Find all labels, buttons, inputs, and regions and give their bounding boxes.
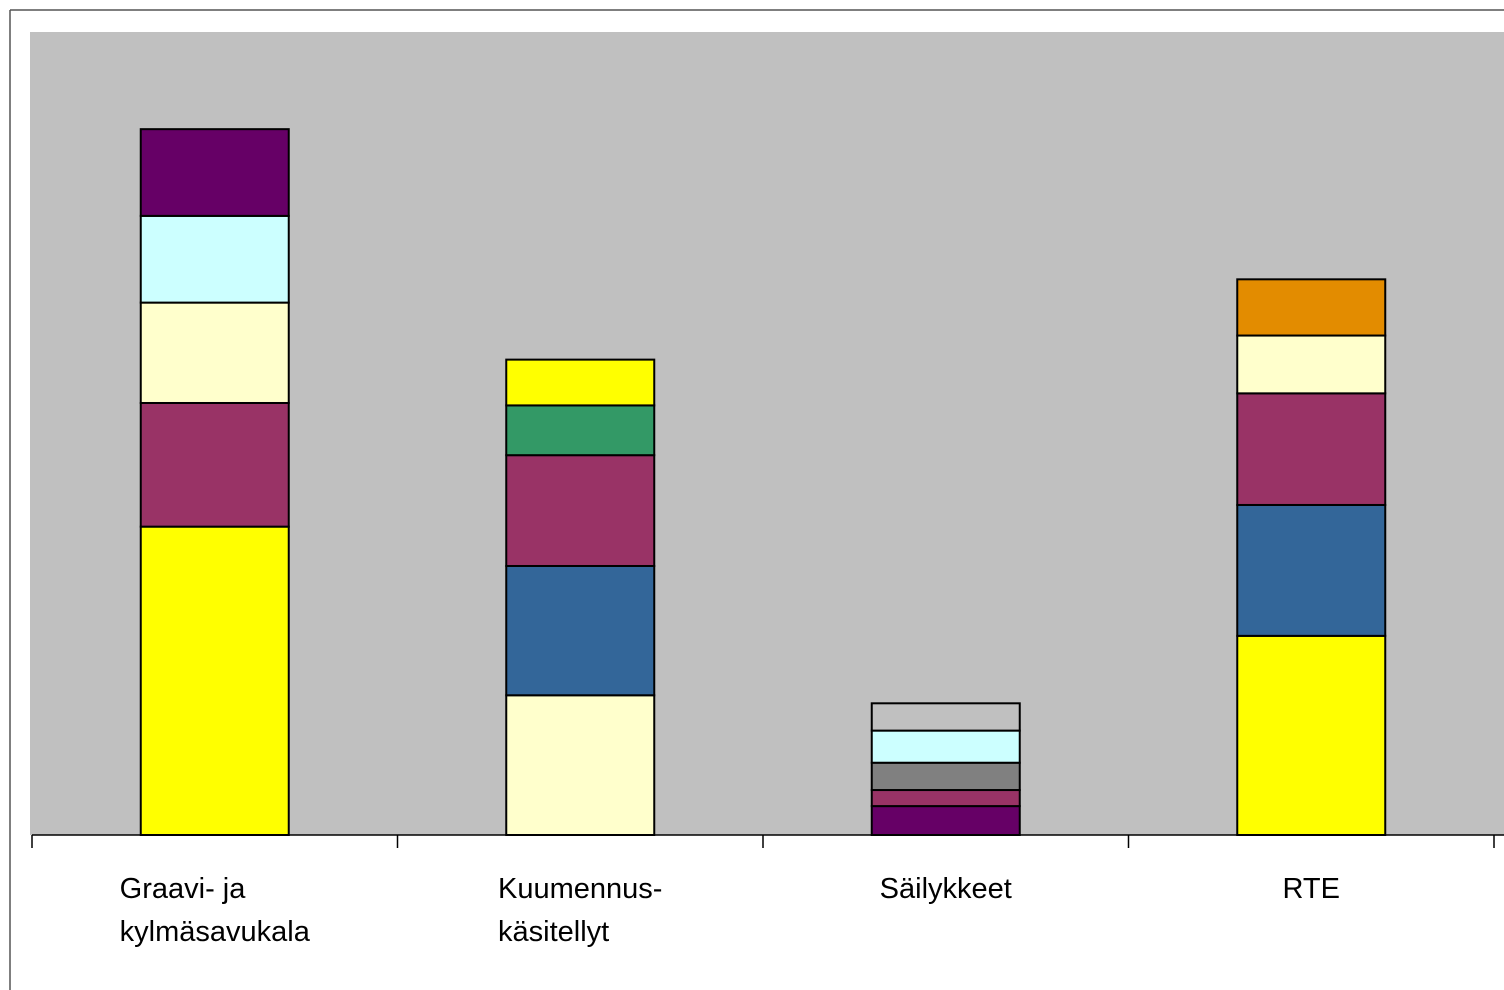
bar-segment — [505, 404, 656, 457]
bar-segment — [139, 128, 290, 217]
bar-segment — [870, 761, 1021, 792]
x-tick-label: Kuumennus- käsitellyt — [498, 873, 663, 948]
bar-segment — [139, 301, 290, 404]
bar-segment — [139, 214, 290, 304]
bar-segment — [1236, 334, 1387, 395]
bar-segment — [870, 729, 1021, 764]
bar-segment — [870, 789, 1021, 808]
x-tick-label: Graavi- ja kylmäsavukala — [119, 873, 310, 948]
bar-segment — [1236, 503, 1387, 637]
bar-segment — [139, 525, 290, 836]
bar-segment — [139, 401, 290, 528]
bar-segment — [870, 805, 1021, 836]
bar-segment — [505, 454, 656, 567]
bar-segment — [505, 564, 656, 697]
bar-segment — [1236, 278, 1387, 337]
bar-segment — [505, 694, 656, 837]
bar-segment — [870, 702, 1021, 732]
bar-segment — [1236, 392, 1387, 506]
x-tick-label: Säilykkeet — [879, 873, 1012, 905]
bar-segment — [1236, 634, 1387, 837]
bar-segment — [505, 358, 656, 407]
x-tick-label: RTE — [1282, 873, 1340, 905]
